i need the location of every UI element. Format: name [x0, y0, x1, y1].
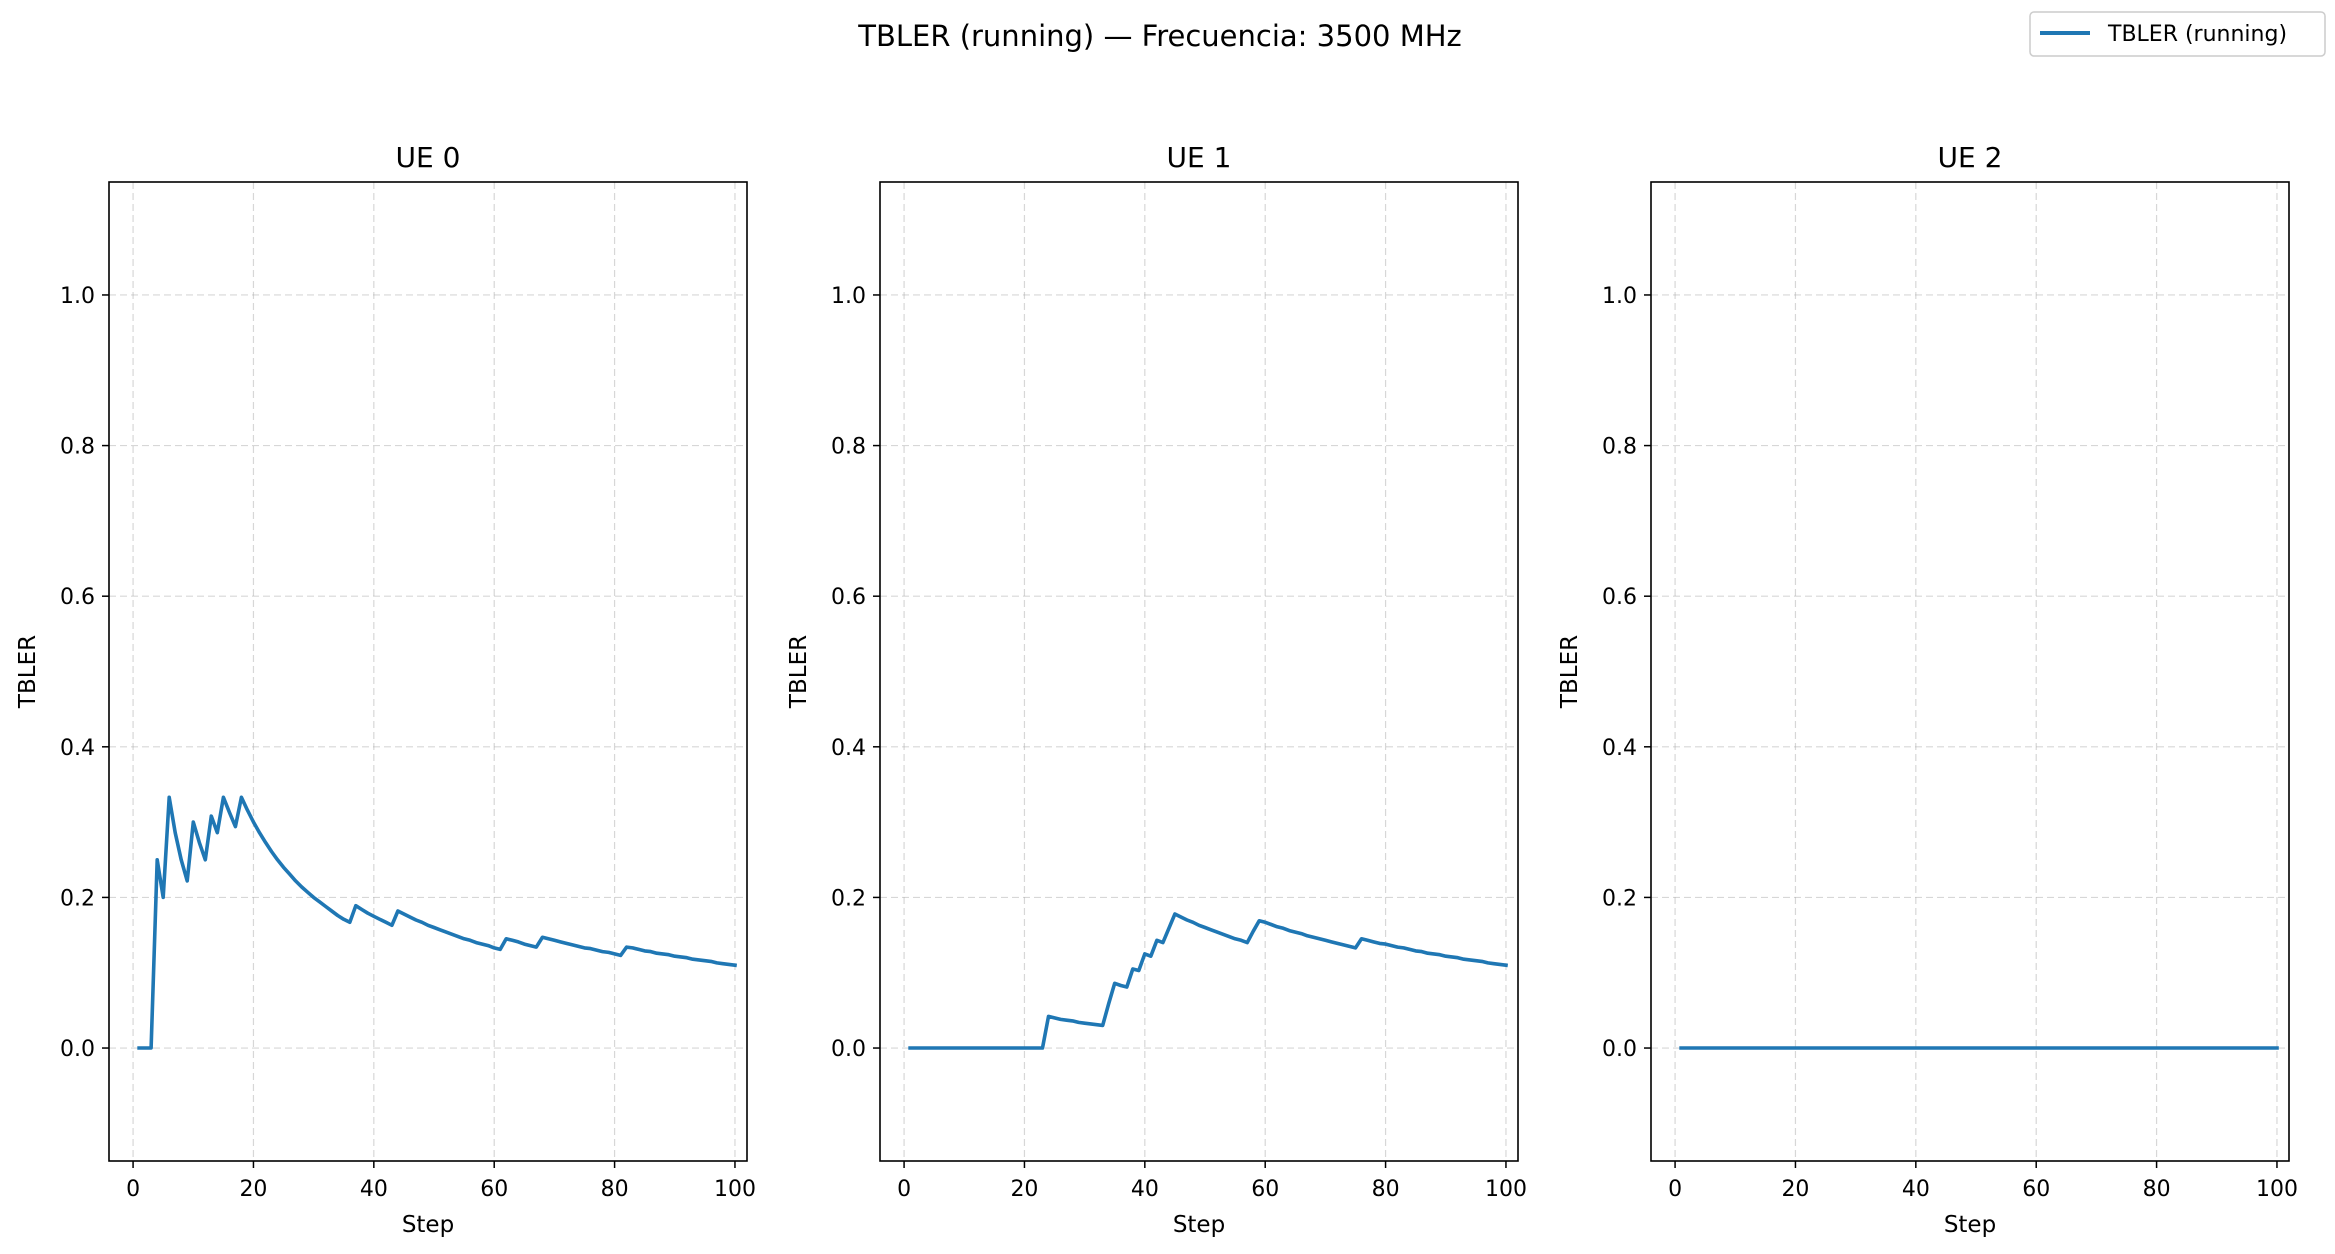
x-tick-label: 100	[1485, 1177, 1527, 1202]
y-tick-label: 0.0	[831, 1037, 866, 1062]
series-line	[908, 912, 1509, 1050]
y-tick-label: 0.6	[1602, 585, 1637, 610]
subplots: 0.0 0.2 0.4 0.6 0.8 1.0 0 20 40 60 80 100 UE 0 Step TB…	[15, 141, 2298, 1238]
x-tick-label: 20	[1781, 1177, 1809, 1202]
subplot-title: UE 1	[1167, 141, 1232, 174]
y-tick-label: 0.8	[60, 435, 95, 460]
x-tick-label: 60	[1251, 1177, 1279, 1202]
x-tick-label: 0	[1668, 1177, 1682, 1202]
subplot-1: 0.0 0.2 0.4 0.6 0.8 1.0 0 20 40 60 80 100 UE 1 Step TB…	[786, 141, 1527, 1238]
legend-label: TBLER (running)	[2107, 22, 2287, 47]
subplot-0: 0.0 0.2 0.4 0.6 0.8 1.0 0 20 40 60 80 100 UE 0 Step TB…	[15, 141, 756, 1238]
x-tick-label: 100	[2256, 1177, 2298, 1202]
x-tick-label: 40	[1902, 1177, 1930, 1202]
y-tick-label: 0.6	[60, 585, 95, 610]
x-tick-label: 80	[1372, 1177, 1400, 1202]
figure-title: TBLER (running) — Frecuencia: 3500 MHz	[857, 19, 1462, 53]
subplot-title: UE 2	[1938, 141, 2003, 174]
x-tick-label: 60	[2022, 1177, 2050, 1202]
x-tick-label: 0	[897, 1177, 911, 1202]
x-tick-label: 40	[1131, 1177, 1159, 1202]
x-tick-label: 80	[2143, 1177, 2171, 1202]
y-tick-label: 0.4	[1602, 736, 1637, 761]
plot-frame	[108, 181, 748, 1162]
plot-frame	[879, 181, 1519, 1162]
x-axis-label: Step	[1944, 1212, 1996, 1238]
x-tick-label: 20	[239, 1177, 267, 1202]
x-axis-label: Step	[402, 1212, 454, 1238]
y-tick-label: 0.6	[831, 585, 866, 610]
legend: TBLER (running)	[2029, 11, 2326, 57]
y-tick-label: 0.2	[60, 886, 95, 911]
y-tick-label: 0.2	[831, 886, 866, 911]
y-tick-label: 0.0	[60, 1037, 95, 1062]
y-tick-label: 1.0	[831, 284, 866, 309]
y-axis-label: TBLER	[1557, 635, 1583, 709]
y-tick-label: 0.2	[1602, 886, 1637, 911]
y-tick-label: 0.8	[831, 435, 866, 460]
x-tick-label: 0	[126, 1177, 140, 1202]
y-tick-label: 1.0	[1602, 284, 1637, 309]
x-tick-label: 40	[360, 1177, 388, 1202]
subplot-2: 0.0 0.2 0.4 0.6 0.8 1.0 0 20 40 60 80 100 UE 2 Step TB…	[1557, 141, 2298, 1238]
legend-box	[2029, 11, 2326, 57]
series-line	[137, 795, 738, 1050]
x-axis-label: Step	[1173, 1212, 1225, 1238]
x-tick-label: 80	[601, 1177, 629, 1202]
x-tick-label: 20	[1010, 1177, 1038, 1202]
y-tick-label: 1.0	[60, 284, 95, 309]
y-tick-label: 0.4	[60, 736, 95, 761]
x-tick-label: 60	[480, 1177, 508, 1202]
y-tick-label: 0.4	[831, 736, 866, 761]
y-tick-label: 0.8	[1602, 435, 1637, 460]
y-axis-label: TBLER	[15, 635, 41, 709]
y-axis-label: TBLER	[786, 635, 812, 709]
x-tick-label: 100	[714, 1177, 756, 1202]
plot-frame	[1650, 181, 2290, 1162]
y-tick-label: 0.0	[1602, 1037, 1637, 1062]
subplot-title: UE 0	[396, 141, 461, 174]
